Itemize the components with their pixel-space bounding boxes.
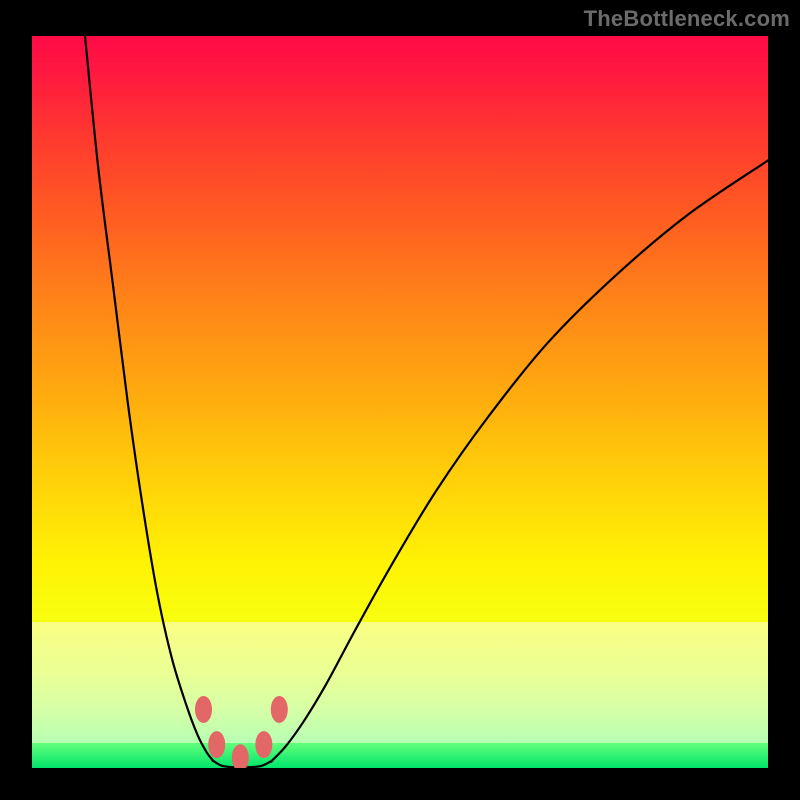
watermark-text: TheBottleneck.com (584, 6, 790, 32)
valley-marker-1 (209, 732, 225, 758)
valley-marker-4 (271, 696, 287, 722)
bottleneck-curve (32, 36, 768, 768)
valley-marker-3 (256, 732, 272, 758)
plot-area (32, 36, 768, 768)
v-curve-path (85, 36, 768, 767)
valley-marker-0 (195, 696, 211, 722)
outer-frame: TheBottleneck.com (0, 0, 800, 800)
valley-marker-2 (232, 745, 248, 768)
